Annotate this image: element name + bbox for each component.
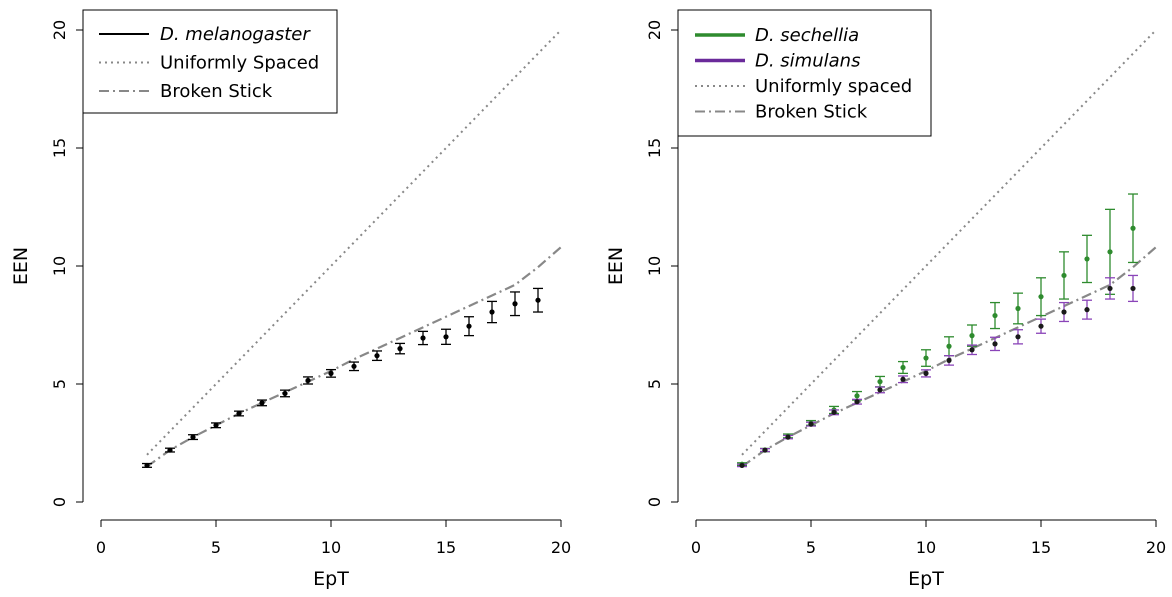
broken-stick-line bbox=[146, 246, 562, 468]
data-point bbox=[946, 357, 952, 363]
y-tick-label: 20 bbox=[645, 20, 664, 40]
data-point bbox=[535, 297, 541, 303]
x-tick-label: 10 bbox=[916, 538, 936, 557]
y-tick-label: 5 bbox=[645, 379, 664, 389]
data-point bbox=[923, 355, 929, 361]
data-point bbox=[854, 393, 860, 399]
data-point bbox=[900, 376, 906, 382]
y-tick-label: 0 bbox=[50, 497, 69, 507]
data-point bbox=[1130, 285, 1136, 292]
data-point bbox=[992, 341, 998, 347]
data-point bbox=[1107, 249, 1113, 255]
data-point bbox=[351, 363, 357, 369]
data-point bbox=[512, 301, 518, 307]
data-point bbox=[900, 364, 906, 371]
data-point bbox=[831, 409, 837, 415]
data-point bbox=[923, 370, 929, 376]
y-tick-label: 10 bbox=[645, 256, 664, 276]
y-tick-label: 0 bbox=[645, 497, 664, 507]
x-tick-label: 0 bbox=[96, 538, 106, 557]
x-tick-label: 0 bbox=[691, 538, 701, 557]
data-point bbox=[1061, 309, 1067, 315]
data-point bbox=[397, 346, 403, 352]
x-axis-label: EpT bbox=[313, 568, 349, 590]
data-point bbox=[328, 370, 334, 376]
chart-panel-2: 0 5 10 15 20 0 5 10 15 20 EpT EEN D. sechellia D. sim… bbox=[605, 9, 1166, 590]
y-axis-label: EEN bbox=[605, 247, 627, 285]
data-point bbox=[466, 323, 472, 329]
data-point bbox=[877, 387, 883, 393]
x-tick-label: 10 bbox=[321, 538, 341, 557]
data-point bbox=[1038, 294, 1044, 300]
data-point bbox=[144, 462, 150, 469]
x-tick-label: 20 bbox=[1146, 538, 1166, 557]
data-point bbox=[1015, 334, 1021, 340]
data-point bbox=[946, 343, 952, 349]
data-point bbox=[1061, 272, 1067, 279]
chart-panel-1: 0 5 10 15 20 0 5 10 15 20 EpT EEN D. melanogaster Uni… bbox=[10, 9, 571, 590]
x-axis-label: EpT bbox=[908, 568, 944, 590]
x-tick-label: 5 bbox=[806, 538, 816, 557]
y-tick-label: 20 bbox=[50, 20, 69, 40]
x-tick-label: 5 bbox=[211, 538, 221, 557]
y-axis-label: EEN bbox=[10, 247, 32, 285]
data-point bbox=[167, 447, 173, 453]
data-point bbox=[877, 379, 883, 385]
legend-label: D. melanogaster bbox=[160, 24, 311, 45]
legend-label: D. simulans bbox=[755, 51, 860, 72]
legend-box bbox=[82, 9, 338, 114]
data-point bbox=[808, 421, 814, 427]
legend-label: Uniformly Spaced bbox=[160, 53, 319, 74]
legend-label: D. sechellia bbox=[755, 25, 859, 46]
data-point bbox=[236, 410, 242, 417]
data-point bbox=[1038, 323, 1044, 329]
data-point bbox=[374, 353, 380, 359]
legend-label: Broken Stick bbox=[755, 102, 868, 123]
data-point bbox=[190, 434, 196, 440]
x-tick-label: 15 bbox=[436, 538, 456, 557]
data-point bbox=[1084, 256, 1090, 262]
y-tick-label: 15 bbox=[50, 138, 69, 158]
data-point bbox=[1107, 285, 1113, 292]
data-point bbox=[785, 434, 791, 440]
data-point bbox=[992, 312, 998, 319]
legend-box bbox=[677, 9, 932, 137]
data-point bbox=[1015, 305, 1021, 312]
data-point bbox=[282, 390, 288, 397]
data-point bbox=[213, 422, 219, 428]
data-point bbox=[854, 399, 860, 405]
data-point bbox=[420, 335, 426, 341]
y-tick-label: 10 bbox=[50, 256, 69, 276]
legend-label: Uniformly spaced bbox=[755, 76, 912, 97]
data-point bbox=[969, 333, 975, 339]
y-tick-label: 5 bbox=[50, 379, 69, 389]
legend-label: Broken Stick bbox=[160, 81, 273, 102]
data-point bbox=[443, 334, 449, 340]
x-tick-label: 15 bbox=[1031, 538, 1051, 557]
data-point bbox=[259, 400, 265, 406]
data-point bbox=[739, 462, 745, 469]
y-tick-label: 15 bbox=[645, 138, 664, 158]
data-point bbox=[1130, 225, 1136, 231]
data-point bbox=[305, 377, 311, 384]
x-tick-label: 20 bbox=[551, 538, 571, 557]
data-point bbox=[489, 309, 495, 315]
data-point bbox=[969, 347, 975, 353]
data-point bbox=[762, 447, 768, 453]
data-point bbox=[1084, 307, 1090, 313]
